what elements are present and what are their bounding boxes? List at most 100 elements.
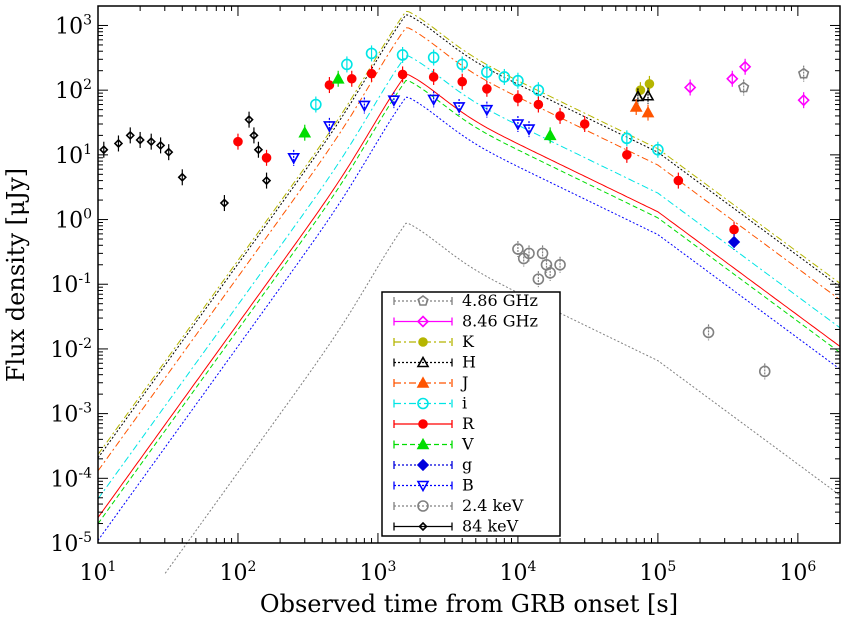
series-h bbox=[631, 87, 655, 105]
data-point bbox=[631, 89, 645, 102]
legend-marker bbox=[417, 397, 429, 410]
data-point bbox=[387, 95, 401, 107]
y-tick-label: 10-1 bbox=[50, 271, 92, 298]
data-point bbox=[456, 58, 469, 71]
data-point bbox=[177, 172, 187, 182]
y-tick-label: 100 bbox=[55, 207, 92, 234]
data-point bbox=[452, 102, 466, 114]
series-2-4-kev bbox=[512, 241, 771, 380]
legend-label: J bbox=[460, 373, 468, 392]
legend-marker bbox=[418, 521, 428, 532]
legend-label: 84 keV bbox=[462, 517, 519, 536]
data-point bbox=[99, 145, 109, 155]
data-point bbox=[738, 60, 752, 73]
data-point bbox=[652, 143, 664, 156]
model-curve bbox=[97, 55, 841, 500]
data-point bbox=[726, 72, 739, 85]
model-curve bbox=[97, 73, 841, 518]
data-point bbox=[532, 84, 545, 96]
model-curves bbox=[97, 10, 841, 574]
data-point bbox=[298, 126, 312, 138]
data-point bbox=[366, 68, 377, 79]
model-curve bbox=[164, 222, 841, 574]
data-point bbox=[358, 100, 371, 113]
data-point bbox=[555, 111, 565, 121]
series-i bbox=[310, 45, 664, 158]
data-point bbox=[146, 137, 156, 147]
legend-marker bbox=[416, 376, 430, 388]
data-point bbox=[480, 104, 494, 117]
legend-label: 8.46 GHz bbox=[462, 312, 538, 331]
data-point bbox=[512, 243, 524, 255]
axis-ticks: 101 102 103 104 105 106 10-5 10-4 10-3 10-2 10-1 10… bbox=[50, 5, 841, 586]
legend-marker bbox=[417, 500, 429, 512]
legend-marker bbox=[416, 480, 430, 493]
data-point bbox=[113, 138, 124, 149]
data-point bbox=[244, 115, 254, 125]
data-point bbox=[428, 72, 439, 82]
y-tick-label: 10-3 bbox=[50, 401, 92, 428]
legend-label: K bbox=[462, 332, 475, 351]
model-curve bbox=[97, 79, 841, 524]
data-point bbox=[397, 69, 408, 80]
data-point bbox=[673, 175, 684, 186]
model-curve bbox=[97, 14, 841, 459]
data-point bbox=[427, 94, 441, 107]
data-point bbox=[427, 51, 440, 64]
data-point bbox=[135, 135, 145, 145]
data-point bbox=[641, 105, 655, 118]
data-point bbox=[341, 58, 353, 71]
data-point bbox=[346, 73, 357, 84]
data-point bbox=[621, 132, 633, 145]
model-curve bbox=[97, 10, 841, 455]
data-point bbox=[155, 140, 166, 151]
data-point bbox=[512, 74, 524, 87]
data-point bbox=[758, 365, 771, 378]
y-tick-label: 10-5 bbox=[50, 530, 92, 557]
data-point bbox=[253, 145, 264, 155]
series-r bbox=[233, 65, 739, 238]
legend-label: B bbox=[462, 476, 474, 495]
data-point bbox=[641, 89, 655, 101]
legend-marker bbox=[416, 437, 430, 450]
data-point bbox=[523, 247, 535, 260]
data-points bbox=[99, 45, 810, 380]
x-axis-title: Observed time from GRB onset [s] bbox=[260, 590, 678, 617]
y-tick-label: 103 bbox=[55, 12, 92, 39]
data-point bbox=[287, 153, 301, 165]
data-point bbox=[164, 147, 174, 157]
x-tick-label: 101 bbox=[80, 559, 117, 586]
series-84-kev bbox=[99, 111, 272, 212]
data-point bbox=[544, 267, 556, 279]
data-point bbox=[365, 47, 378, 60]
legend-marker bbox=[416, 355, 430, 368]
legend-marker bbox=[416, 315, 430, 328]
legend-label: V bbox=[461, 435, 474, 454]
legend-marker bbox=[416, 458, 430, 472]
legend-box bbox=[381, 291, 561, 537]
data-point bbox=[481, 66, 493, 78]
legend-label: R bbox=[462, 414, 475, 433]
data-point bbox=[543, 128, 557, 141]
data-point bbox=[684, 81, 697, 94]
legend-label: 4.86 GHz bbox=[462, 291, 538, 310]
data-point bbox=[261, 153, 272, 163]
series-4-86-ghz bbox=[737, 65, 810, 96]
x-tick-label: 105 bbox=[639, 559, 676, 586]
data-point bbox=[261, 175, 272, 186]
model-curve bbox=[97, 96, 841, 541]
data-point bbox=[797, 94, 810, 107]
data-point bbox=[522, 124, 536, 136]
data-point bbox=[482, 83, 492, 94]
x-tick-label: 104 bbox=[499, 559, 536, 586]
y-tick-label: 10-4 bbox=[50, 465, 92, 492]
data-point bbox=[536, 247, 549, 260]
legend-label: 2.4 keV bbox=[462, 496, 524, 515]
data-point bbox=[729, 224, 739, 235]
data-point bbox=[310, 98, 322, 111]
legend-label: i bbox=[462, 394, 467, 413]
x-tick-label: 103 bbox=[359, 559, 396, 586]
data-point bbox=[579, 119, 590, 129]
